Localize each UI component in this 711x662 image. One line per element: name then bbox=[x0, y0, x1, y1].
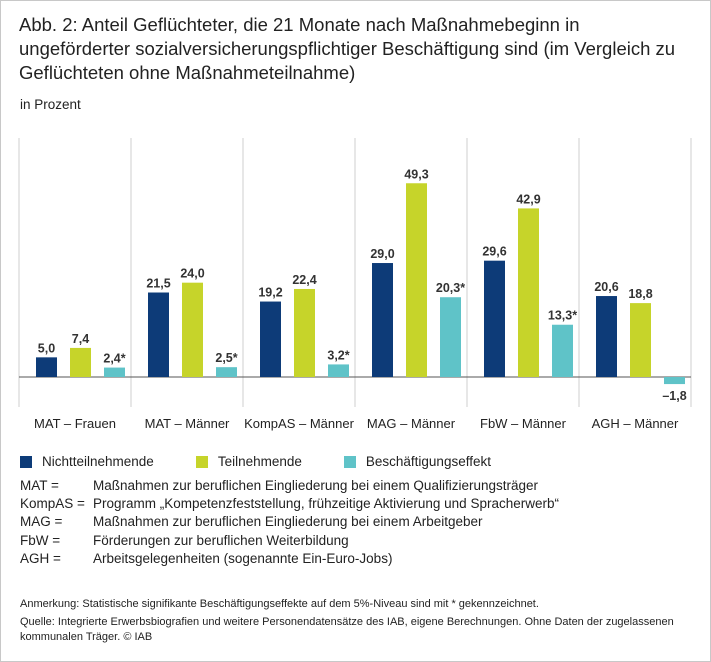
legend-swatch bbox=[343, 455, 356, 468]
category-label: MAG – Männer bbox=[367, 416, 456, 431]
legend-item-effekt: Beschäftigungseffekt bbox=[343, 454, 491, 469]
legend-label: Teilnehmende bbox=[217, 454, 302, 469]
legend-label: Nichtteilnehmende bbox=[42, 454, 154, 469]
data-label: –1,8 bbox=[662, 389, 686, 403]
bar bbox=[552, 324, 573, 377]
data-label: 29,0 bbox=[370, 247, 394, 261]
data-label: 21,5 bbox=[146, 277, 170, 291]
bar-chart: 5,0 7,4 2,4* MAT – Frauen 21,5 24,0 2,5* MAT – … bbox=[18, 138, 692, 431]
abbreviation-value: Maßnahmen zur beruflichen Eingliederung … bbox=[93, 514, 483, 530]
bar bbox=[518, 208, 539, 377]
abbreviation-row: MAG = Maßnahmen zur beruflichen Einglied… bbox=[20, 513, 559, 531]
bar bbox=[664, 377, 685, 385]
bar bbox=[484, 260, 505, 377]
category-label: KompAS – Männer bbox=[244, 416, 355, 431]
bar bbox=[216, 367, 237, 377]
abbreviation-row: KompAS = Programm „Kompetenzfeststellung… bbox=[20, 495, 559, 513]
abbreviation-key: MAT = bbox=[20, 478, 59, 493]
data-label: 5,0 bbox=[38, 341, 55, 355]
bar bbox=[104, 367, 125, 377]
abbreviation-key: FbW = bbox=[20, 532, 61, 548]
category-label: AGH – Männer bbox=[592, 416, 679, 431]
bar bbox=[294, 288, 315, 377]
bar bbox=[596, 296, 617, 377]
bar bbox=[36, 357, 57, 377]
bar bbox=[182, 282, 203, 377]
footnote: Anmerkung: Statistische signifikante Bes… bbox=[20, 598, 539, 610]
data-label: 29,6 bbox=[482, 245, 506, 259]
legend-item-nichtteilnehmende: Nichtteilnehmende bbox=[20, 454, 154, 469]
data-label: 42,9 bbox=[516, 192, 540, 206]
data-label: 20,6 bbox=[594, 280, 618, 294]
abbreviation-row: FbW = Förderungen zur beruflichen Weiter… bbox=[20, 532, 559, 550]
abbreviation-key: AGH = bbox=[20, 550, 61, 566]
data-label: 49,3 bbox=[404, 167, 428, 181]
abbreviation-value: Maßnahmen zur beruflichen Eingliederung … bbox=[93, 478, 538, 493]
legend-swatch bbox=[195, 455, 208, 468]
data-label: 7,4 bbox=[72, 332, 89, 346]
category-label: MAT – Männer bbox=[145, 416, 230, 431]
bar bbox=[70, 347, 91, 377]
data-label: 19,2 bbox=[258, 286, 282, 300]
bar bbox=[440, 297, 461, 377]
bar bbox=[260, 301, 281, 377]
bar bbox=[372, 263, 393, 377]
abbreviation-list: MAT = Maßnahmen zur beruflichen Einglied… bbox=[20, 477, 559, 568]
data-label: 24,0 bbox=[180, 267, 204, 281]
chart-unit: in Prozent bbox=[20, 97, 81, 112]
data-label: 18,8 bbox=[628, 287, 652, 301]
legend-label: Beschäftigungseffekt bbox=[365, 454, 491, 469]
bar bbox=[406, 183, 427, 377]
data-label: 20,3* bbox=[436, 281, 465, 295]
abbreviation-value: Förderungen zur beruflichen Weiterbildun… bbox=[93, 532, 349, 548]
data-label: 2,5* bbox=[215, 351, 237, 365]
abbreviation-value: Programm „Kompetenzfeststellung, frühzei… bbox=[93, 496, 559, 512]
legend-item-teilnehmende: Teilnehmende bbox=[195, 454, 302, 469]
data-label: 22,4 bbox=[292, 273, 316, 287]
abbreviation-value: Arbeitsgelegenheiten (sogenannte Ein-Eur… bbox=[93, 550, 393, 566]
abbreviation-row: AGH = Arbeitsgelegenheiten (sogenannte E… bbox=[20, 550, 559, 568]
bar bbox=[630, 303, 651, 377]
data-label: 3,2* bbox=[327, 348, 349, 362]
abbreviation-row: MAT = Maßnahmen zur beruflichen Einglied… bbox=[20, 477, 559, 495]
bar bbox=[328, 364, 349, 377]
category-label: MAT – Frauen bbox=[34, 416, 116, 431]
legend-swatch bbox=[20, 455, 32, 468]
abbreviation-key: MAG = bbox=[20, 514, 63, 530]
abbreviation-key: KompAS = bbox=[20, 496, 85, 512]
data-label: 13,3* bbox=[548, 309, 577, 323]
source-note: Quelle: Integrierte Erwerbsbiografien un… bbox=[20, 616, 674, 643]
chart-title: Abb. 2: Anteil Geflüchteter, die 21 Mona… bbox=[19, 14, 676, 83]
bar bbox=[148, 292, 169, 377]
legend: Nichtteilnehmende Teilnehmende Beschäfti… bbox=[20, 454, 533, 469]
data-label: 2,4* bbox=[103, 352, 125, 366]
category-label: FbW – Männer bbox=[480, 416, 567, 431]
